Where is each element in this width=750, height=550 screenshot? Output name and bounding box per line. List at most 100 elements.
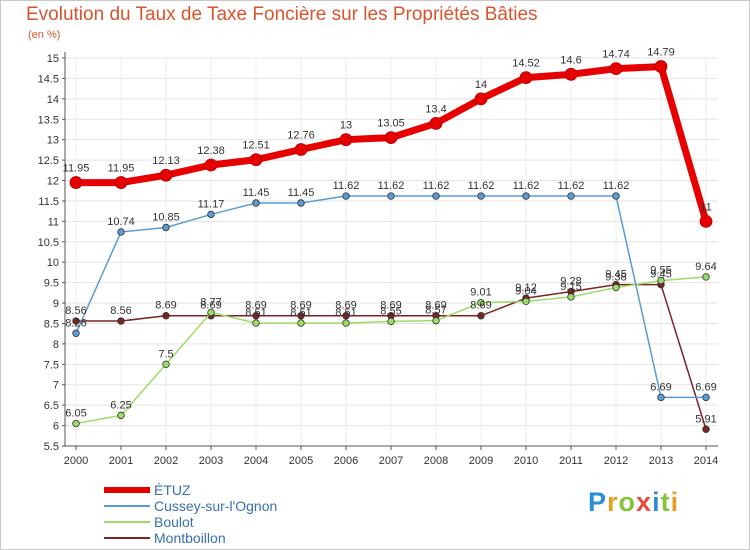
data-label-cussey: 6.69 xyxy=(650,381,671,393)
data-point-cussey xyxy=(432,192,440,200)
data-point-etuz xyxy=(114,176,128,189)
data-point-montboillon xyxy=(117,317,125,325)
x-tick-label: 2005 xyxy=(289,455,313,467)
data-point-montboillon xyxy=(297,312,305,320)
data-point-cussey xyxy=(387,192,395,200)
data-label-cussey: 11.62 xyxy=(423,180,450,192)
data-point-cussey xyxy=(117,228,125,236)
data-label-boulot: 8.77 xyxy=(200,296,221,308)
data-point-boulot xyxy=(612,283,620,292)
data-label-cussey: 11.45 xyxy=(243,187,270,199)
series-layer xyxy=(69,60,713,433)
data-label-cussey: 8.26 xyxy=(65,317,86,329)
legend-label-cussey: Cussey-sur-l'Ognon xyxy=(154,498,278,514)
x-tick-label: 2010 xyxy=(514,455,538,467)
y-tick-label: 12 xyxy=(47,176,59,188)
data-point-cussey xyxy=(702,393,710,402)
data-point-etuz xyxy=(429,116,443,130)
data-label-boulot: 6.05 xyxy=(65,408,86,420)
y-tick-label: 7.5 xyxy=(44,359,59,371)
x-tick-label: 2009 xyxy=(469,455,493,467)
data-point-etuz xyxy=(609,62,623,76)
legend-swatch-cussey xyxy=(104,505,150,507)
y-tick-label: 12.5 xyxy=(38,155,59,167)
y-tick-label: 5.5 xyxy=(44,441,59,453)
data-point-boulot xyxy=(657,276,665,285)
legend-label-boulot: Boulot xyxy=(154,514,194,530)
data-label-etuz: 12.51 xyxy=(242,140,270,152)
data-label-cussey: 11.62 xyxy=(513,180,540,192)
data-label-cussey: 11.62 xyxy=(603,180,630,192)
data-label-etuz: 14.74 xyxy=(602,49,630,61)
data-label-cussey: 6.69 xyxy=(695,381,716,393)
x-tick-label: 2000 xyxy=(64,455,88,467)
data-label-montboillon: 8.69 xyxy=(335,300,356,312)
data-point-etuz xyxy=(384,131,398,145)
data-point-cussey xyxy=(522,192,530,200)
data-label-cussey: 11.62 xyxy=(468,180,495,192)
chart-title: Evolution du Taux de Taxe Foncière sur l… xyxy=(26,4,538,25)
data-point-cussey xyxy=(567,192,575,200)
data-label-etuz: 14.52 xyxy=(512,58,540,70)
data-label-cussey: 10.85 xyxy=(152,211,180,223)
axes: 5.5 6 6.5 7 7.5 8 8.5 9 9.5 10 10.5 11 11.5 12 12.5 13 1… xyxy=(38,52,718,467)
y-tick-label: 9.5 xyxy=(44,278,59,290)
data-label-etuz: 11.95 xyxy=(63,163,90,175)
y-tick-label: 14 xyxy=(47,94,59,106)
data-point-etuz xyxy=(474,92,488,106)
x-tick-label: 2014 xyxy=(694,455,718,467)
data-point-montboillon xyxy=(342,312,350,320)
data-label-etuz: 13 xyxy=(340,120,352,132)
data-point-etuz xyxy=(69,176,83,189)
data-label-montboillon: 9.45 xyxy=(650,269,671,281)
data-point-boulot xyxy=(387,317,395,326)
x-tick-label: 2011 xyxy=(559,455,583,467)
x-tick-label: 2002 xyxy=(154,455,178,467)
data-point-etuz xyxy=(564,67,578,81)
data-label-montboillon: 8.69 xyxy=(470,300,491,312)
data-label-montboillon: 9.45 xyxy=(605,269,626,281)
data-point-boulot xyxy=(297,319,305,327)
logo-letter: x xyxy=(636,487,653,517)
data-label-etuz: 14 xyxy=(475,79,487,91)
data-label-montboillon: 8.69 xyxy=(425,300,446,312)
x-tick-label: 2003 xyxy=(199,455,223,467)
data-label-boulot: 9.15 xyxy=(560,281,581,293)
data-label-montboillon: 8.69 xyxy=(155,300,176,312)
data-labels-layer: 11.95 11.95 12.13 12.38 12.51 12.76 13 13.05 13.… xyxy=(63,47,717,426)
data-label-cussey: 10.74 xyxy=(107,216,135,228)
data-point-etuz xyxy=(249,153,263,167)
data-point-etuz xyxy=(294,143,308,156)
y-tick-label: 13.5 xyxy=(38,114,59,126)
data-label-montboillon: 8.56 xyxy=(110,305,131,317)
data-label-etuz: 13.05 xyxy=(377,118,405,130)
data-point-boulot xyxy=(522,297,530,306)
logo-letter: P xyxy=(588,487,608,517)
data-label-boulot: 9.38 xyxy=(605,272,626,284)
x-tick-label: 2001 xyxy=(109,455,133,467)
y-tick-label: 9 xyxy=(53,298,59,310)
y-tick-label: 8 xyxy=(53,339,59,351)
data-label-etuz: 12.13 xyxy=(152,155,180,167)
data-label-montboillon: 9.12 xyxy=(515,282,536,294)
data-label-montboillon: 8.56 xyxy=(65,305,86,317)
data-label-boulot: 8.51 xyxy=(245,307,266,319)
data-point-cussey xyxy=(207,210,215,219)
data-point-montboillon xyxy=(162,312,170,320)
data-label-etuz: 11.95 xyxy=(108,163,135,175)
legend-label-etuz: ÉTUZ xyxy=(154,482,191,498)
data-point-cussey xyxy=(342,192,350,200)
y-tick-label: 10 xyxy=(47,257,59,269)
data-point-cussey xyxy=(477,192,485,200)
data-label-etuz: 13.4 xyxy=(425,103,446,115)
logo-letter: r xyxy=(607,487,619,517)
data-label-boulot: 8.51 xyxy=(290,307,311,319)
data-label-boulot: 6.25 xyxy=(110,399,131,411)
data-label-cussey: 11.62 xyxy=(558,180,585,192)
legend-swatch-boulot xyxy=(104,521,150,523)
y-tick-label: 11.5 xyxy=(38,196,59,208)
data-label-etuz: 12.38 xyxy=(197,145,225,157)
y-tick-label: 11 xyxy=(48,216,59,228)
legend-swatch-montboillon xyxy=(104,537,150,539)
